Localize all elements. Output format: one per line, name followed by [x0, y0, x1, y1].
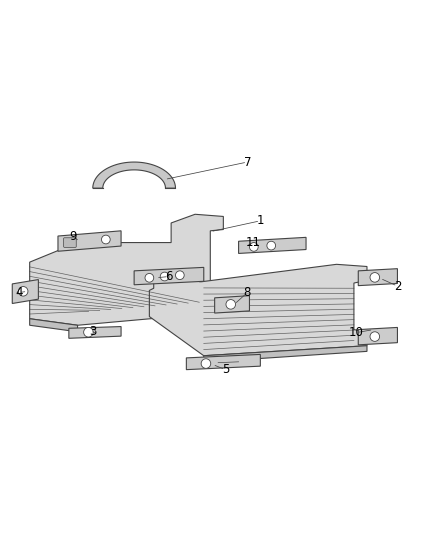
- Circle shape: [102, 235, 110, 244]
- Text: 7: 7: [244, 156, 251, 168]
- Circle shape: [18, 287, 28, 296]
- Polygon shape: [215, 296, 250, 313]
- Polygon shape: [30, 214, 223, 325]
- Text: 8: 8: [244, 286, 251, 299]
- Text: 5: 5: [222, 363, 229, 376]
- Polygon shape: [239, 237, 306, 254]
- Polygon shape: [149, 264, 367, 356]
- Polygon shape: [204, 346, 367, 362]
- FancyBboxPatch shape: [64, 238, 76, 247]
- Text: 3: 3: [89, 325, 96, 338]
- Polygon shape: [93, 162, 176, 188]
- Text: 2: 2: [394, 280, 401, 293]
- Circle shape: [160, 272, 169, 281]
- Circle shape: [250, 243, 258, 251]
- Polygon shape: [186, 354, 260, 370]
- Circle shape: [84, 327, 93, 337]
- Circle shape: [145, 273, 154, 282]
- Circle shape: [226, 300, 236, 309]
- Circle shape: [176, 271, 184, 279]
- Polygon shape: [134, 268, 204, 285]
- Text: 11: 11: [245, 236, 261, 249]
- Polygon shape: [358, 269, 397, 286]
- Polygon shape: [30, 319, 78, 332]
- Polygon shape: [12, 279, 39, 303]
- Polygon shape: [69, 327, 121, 338]
- Circle shape: [201, 359, 211, 368]
- Text: 9: 9: [70, 230, 77, 244]
- Circle shape: [267, 241, 276, 250]
- Polygon shape: [358, 327, 397, 345]
- Text: 6: 6: [165, 270, 173, 283]
- Circle shape: [370, 272, 380, 282]
- Circle shape: [370, 332, 380, 341]
- Polygon shape: [58, 231, 121, 251]
- Text: 1: 1: [257, 214, 264, 227]
- Text: 4: 4: [15, 286, 22, 299]
- Text: 10: 10: [349, 326, 364, 339]
